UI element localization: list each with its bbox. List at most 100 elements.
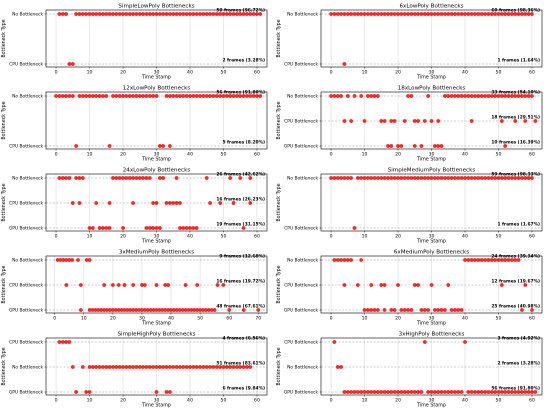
data-point-no-bottleneck (91, 94, 95, 98)
data-point-gpu-bottleneck (412, 144, 417, 148)
data-point-no-bottleneck (339, 12, 343, 16)
data-point-no-bottleneck (426, 94, 431, 98)
data-point-no-bottleneck (127, 12, 132, 16)
data-point-no-bottleneck (389, 176, 394, 180)
data-point-no-bottleneck (57, 12, 62, 16)
data-point-no-bottleneck (463, 176, 467, 180)
data-point-no-bottleneck (201, 94, 206, 98)
data-point-no-bottleneck (446, 94, 451, 98)
data-point-gpu-bottleneck (87, 226, 92, 230)
chart-title: 3xHighPoly Bottlenecks (399, 332, 465, 338)
data-point-no-bottleneck (409, 94, 414, 98)
data-point-cpu-bottleneck (79, 283, 83, 287)
data-point-no-bottleneck (486, 258, 491, 262)
data-point-gpu-bottleneck (79, 308, 83, 312)
data-point-no-bottleneck (486, 12, 491, 16)
data-point-cpu-bottleneck (248, 201, 253, 205)
data-point-gpu-bottleneck (533, 390, 538, 394)
y-tick-label: GPU Bottleneck (9, 390, 44, 396)
data-point-no-bottleneck (372, 176, 377, 180)
data-point-no-bottleneck (392, 12, 397, 16)
data-point-cpu-bottleneck (389, 119, 394, 123)
y-axis-label: Bottleneck Type (1, 347, 7, 385)
data-point-gpu-bottleneck (456, 390, 461, 394)
data-point-no-bottleneck (469, 12, 474, 16)
data-point-cpu-bottleneck (523, 119, 528, 123)
count-annotation-no-bottleneck: 59 frames (98.33%) (491, 172, 540, 178)
y-axis-label: Bottleneck Type (276, 347, 282, 385)
data-point-no-bottleneck (137, 176, 142, 180)
data-point-cpu-bottleneck (412, 283, 417, 287)
data-point-no-bottleneck (104, 12, 109, 16)
data-point-no-bottleneck (359, 12, 364, 16)
data-point-no-bottleneck (131, 12, 135, 16)
data-point-no-bottleneck (443, 12, 447, 16)
data-point-cpu-bottleneck (523, 283, 528, 287)
data-point-no-bottleneck (134, 365, 139, 369)
count-annotation-no-bottleneck: 24 frames (39.34%) (491, 254, 540, 260)
data-point-gpu-bottleneck (362, 308, 367, 312)
data-point-no-bottleneck (329, 12, 333, 16)
data-point-no-bottleneck (144, 365, 149, 369)
data-point-no-bottleneck (147, 94, 152, 98)
x-tick-label: 0 (55, 152, 58, 158)
data-point-gpu-bottleneck (503, 144, 508, 148)
data-point-gpu-bottleneck (386, 390, 390, 394)
data-point-gpu-bottleneck (439, 390, 444, 394)
data-point-cpu-bottleneck (349, 119, 353, 123)
data-point-no-bottleneck (453, 12, 457, 16)
y-tick-label: CPU Bottleneck (284, 119, 318, 125)
count-annotation-cpu-bottleneck: 16 frames (26.23%) (216, 197, 265, 203)
data-point-gpu-bottleneck (184, 226, 189, 230)
data-point-no-bottleneck (131, 176, 135, 180)
chart-svg: 24xLowPoly Bottlenecks GPU Bottleneck CPU … (1, 168, 268, 245)
data-point-gpu-bottleneck (107, 226, 112, 230)
data-point-gpu-bottleneck (446, 390, 451, 394)
data-point-no-bottleneck (349, 176, 353, 180)
count-annotation-gpu-bottleneck: 56 frames (91.80%) (491, 386, 540, 392)
data-point-gpu-bottleneck (422, 308, 427, 312)
data-point-gpu-bottleneck (453, 390, 457, 394)
data-point-cpu-bottleneck (131, 283, 136, 287)
data-point-no-bottleneck (164, 365, 169, 369)
data-point-gpu-bottleneck (436, 308, 441, 312)
data-point-gpu-bottleneck (194, 226, 199, 230)
data-point-gpu-bottleneck (449, 308, 454, 312)
data-point-no-bottleneck (198, 365, 202, 369)
chart-svg: SimpleLowPoly Bottlenecks CPU Bottleneck N… (1, 4, 268, 81)
data-point-no-bottleneck (157, 365, 162, 369)
data-point-no-bottleneck (419, 176, 424, 180)
x-axis-label: Time Stamp (141, 321, 171, 327)
x-tick-label: 60 (254, 398, 260, 404)
chart-svg: 3xMediumPoly Bottlenecks GPU Bottleneck CP… (1, 250, 268, 327)
data-point-gpu-bottleneck (419, 144, 424, 148)
chart-title: SimpleHighPoly Bottlenecks (117, 332, 195, 338)
data-point-cpu-bottleneck (342, 283, 347, 287)
data-point-cpu-bottleneck (168, 144, 172, 148)
data-point-no-bottleneck (117, 94, 122, 98)
data-point-no-bottleneck (466, 258, 471, 262)
data-point-no-bottleneck (181, 94, 186, 98)
data-point-no-bottleneck (396, 176, 400, 180)
data-point-no-bottleneck (349, 12, 353, 16)
data-point-no-bottleneck (382, 176, 387, 180)
data-point-no-bottleneck (443, 176, 447, 180)
x-tick-label: 50 (197, 316, 203, 322)
data-point-gpu-bottleneck (436, 390, 441, 394)
data-point-no-bottleneck (248, 365, 253, 369)
x-tick-label: 30 (154, 70, 160, 76)
data-point-no-bottleneck (422, 176, 427, 180)
x-tick-label: 0 (330, 234, 333, 240)
data-point-gpu-bottleneck (389, 390, 394, 394)
data-point-no-bottleneck (121, 94, 125, 98)
data-point-no-bottleneck (459, 12, 464, 16)
data-point-no-bottleneck (168, 365, 172, 369)
x-tick-label: 20 (395, 316, 401, 322)
x-axis-label: Time Stamp (416, 403, 446, 409)
data-point-no-bottleneck (406, 176, 410, 180)
data-point-no-bottleneck (359, 258, 364, 262)
data-point-gpu-bottleneck (392, 308, 397, 312)
data-point-gpu-bottleneck (91, 226, 95, 230)
x-tick-label: 10 (362, 398, 368, 404)
data-point-cpu-bottleneck (151, 201, 156, 205)
